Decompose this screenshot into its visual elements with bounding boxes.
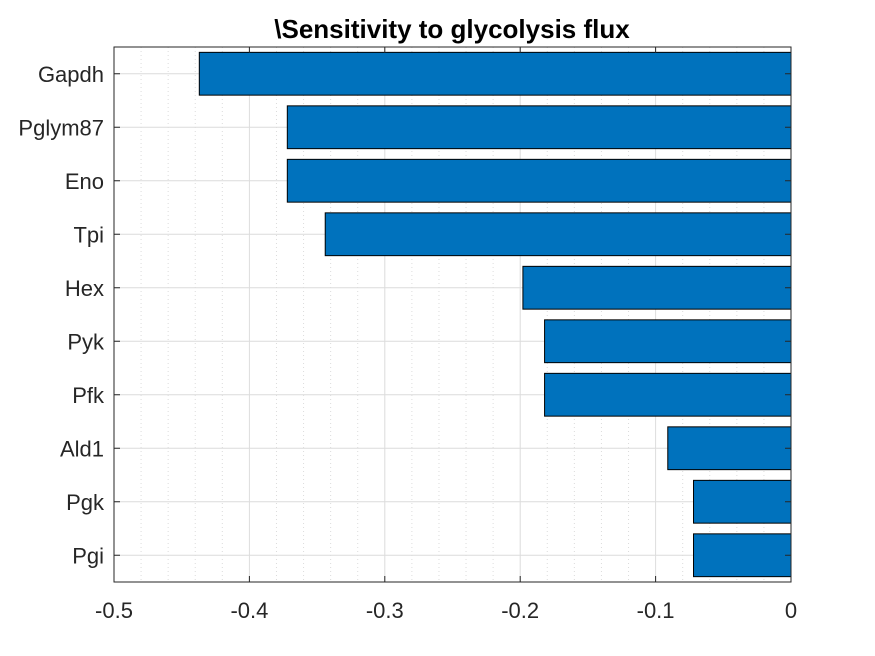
y-tick-label: Pgi (72, 543, 104, 568)
label-layer: -0.5 -0.4 -0.3 -0.2 -0.1 0 Gapdh Pglym87 Eno Tpi H… (18, 62, 797, 623)
y-tick-label: Pfk (72, 383, 105, 408)
x-tick-label: -0.5 (95, 598, 133, 623)
bar-layer (198, 51, 792, 578)
y-tick-label: Hex (65, 276, 104, 301)
bar-pfk (544, 372, 792, 417)
x-tick-label: -0.3 (366, 598, 404, 623)
y-tick-label: Ald1 (60, 436, 104, 461)
bar-gapdh (198, 51, 792, 96)
chart-title: \Sensitivity to glycolysis flux (274, 14, 630, 44)
axes-layer (113, 46, 792, 583)
bar-pyk (544, 319, 792, 364)
bar-pgi (693, 533, 792, 578)
x-tick-label: 0 (785, 598, 797, 623)
y-tick-label: Tpi (73, 222, 104, 247)
bar-ald1 (667, 426, 792, 471)
x-tick-label: -0.2 (501, 598, 539, 623)
x-tick-label: -0.4 (230, 598, 268, 623)
y-tick-label: Pglym87 (18, 115, 104, 140)
plot-frame (113, 46, 792, 583)
y-tick-label: Gapdh (38, 62, 104, 87)
bar-eno (286, 158, 792, 203)
y-tick-label: Pgk (66, 490, 105, 515)
y-tick-label: Pyk (67, 329, 105, 354)
y-tick-label: Eno (65, 169, 104, 194)
bar-pgk (693, 479, 792, 524)
bar-tpi (324, 212, 792, 257)
bar-hex (522, 265, 792, 310)
x-tick-label: -0.1 (637, 598, 675, 623)
bar-pglym87 (286, 105, 792, 150)
